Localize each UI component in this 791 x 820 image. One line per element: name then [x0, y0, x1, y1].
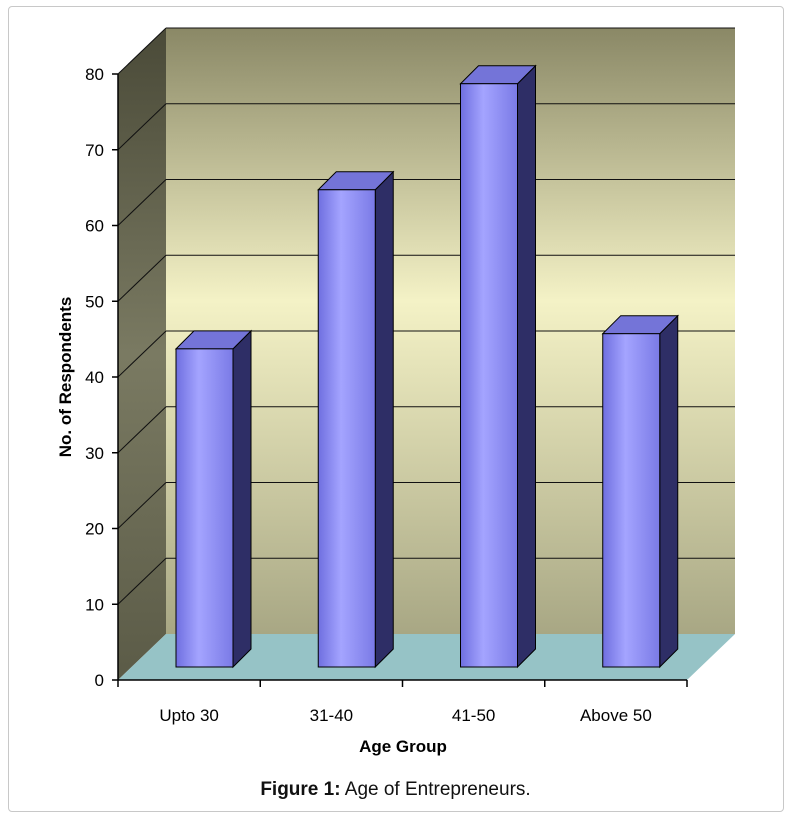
- y-axis-ticks: 0 10 20 30 40 50 60 70 80: [85, 65, 118, 690]
- y-tick-label: 70: [85, 141, 104, 160]
- x-tick-label: 31-40: [310, 706, 353, 725]
- gridline-side: [117, 179, 167, 226]
- y-tick-label: 0: [95, 671, 104, 690]
- gridline-side: [117, 27, 167, 75]
- y-tick-label: 40: [85, 368, 104, 387]
- bar-side: [232, 329, 252, 669]
- x-axis-title: Age Group: [359, 737, 447, 756]
- caption-label: Figure 1:: [260, 779, 341, 800]
- y-tick-label: 60: [85, 217, 104, 236]
- x-axis-ticks: Upto 30 31-40 41-50 Above 50: [117, 680, 688, 725]
- bars: [174, 64, 679, 669]
- caption-text: Age of Entrepreneurs.: [344, 779, 531, 800]
- y-tick-label: 10: [85, 595, 104, 614]
- y-tick-label: 80: [85, 65, 104, 84]
- bar-side: [659, 314, 679, 669]
- gridline-side: [117, 406, 167, 454]
- bar-side: [517, 64, 536, 669]
- gridline-side: [117, 254, 167, 302]
- y-tick-label: 20: [85, 520, 104, 539]
- gridline-side: [117, 557, 167, 605]
- y-tick-label: 50: [85, 292, 104, 311]
- chart-floor: [118, 634, 735, 680]
- figure-caption: Figure 1: Age of Entrepreneurs.: [0, 779, 791, 801]
- figure-frame: [8, 6, 784, 812]
- y-axis-title: No. of Respondents: [56, 297, 75, 458]
- x-tick-label: Above 50: [580, 706, 652, 725]
- gridline-side: [117, 103, 167, 151]
- gridline-side: [117, 482, 167, 529]
- bar-chart: 0 10 20 30 40 50 60 70 80 Upto 30 31-40 41-50 Above…: [56, 27, 735, 756]
- bar: [602, 333, 661, 668]
- bar-side: [374, 170, 394, 669]
- bar: [317, 189, 376, 668]
- bar: [175, 348, 234, 668]
- gridline-side: [117, 330, 167, 378]
- x-tick-label: 41-50: [452, 706, 495, 725]
- x-tick-label: Upto 30: [159, 706, 219, 725]
- y-tick-label: 30: [85, 444, 104, 463]
- bar: [460, 83, 518, 668]
